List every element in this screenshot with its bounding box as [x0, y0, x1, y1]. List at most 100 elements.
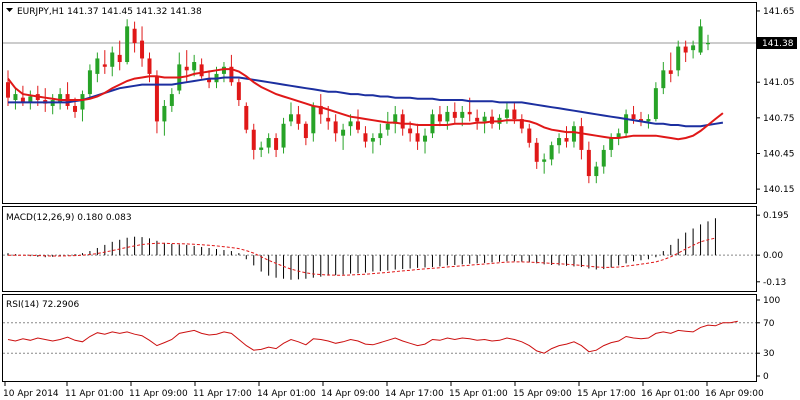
candle-body — [95, 58, 100, 74]
macd-tick-label: 0.00 — [763, 251, 783, 261]
candle-body — [631, 114, 636, 120]
candle-body — [460, 111, 465, 118]
candle-body — [356, 121, 360, 130]
candle-body — [125, 26, 130, 63]
candle-body — [132, 28, 137, 44]
price-tick-label: 140.15 — [763, 185, 795, 195]
candle-body — [490, 116, 495, 124]
price-plot — [3, 19, 756, 184]
candle-body — [251, 129, 256, 150]
candle-body — [169, 94, 174, 106]
time-tick-label: 11 Apr 17:00 — [193, 389, 252, 399]
rsi-tick-label: 0 — [763, 372, 769, 382]
candle-body — [400, 114, 405, 129]
candle-body — [154, 76, 159, 122]
candle-body — [683, 46, 688, 53]
candle-body — [370, 138, 375, 142]
candle-body — [385, 123, 390, 130]
candle-body — [512, 109, 517, 120]
candle-body — [236, 82, 241, 101]
candle-body — [586, 149, 591, 177]
time-tick-label: 11 Apr 01:00 — [65, 389, 124, 399]
rsi-panel-frame — [2, 294, 757, 382]
time-tick-label: 11 Apr 09:00 — [129, 389, 188, 399]
time-tick-label: 15 Apr 09:00 — [513, 389, 572, 399]
candle-body — [482, 116, 487, 122]
candle-body — [527, 128, 532, 143]
current-price-label: 141.38 — [762, 39, 794, 49]
candle-body — [184, 66, 189, 71]
rsi-line — [7, 320, 738, 354]
candle-body — [571, 126, 576, 142]
collapse-triangle-icon[interactable] — [6, 8, 13, 12]
candle-body — [296, 114, 301, 124]
candle-body — [504, 109, 509, 118]
time-tick-label: 14 Apr 09:00 — [321, 389, 380, 399]
candle-body — [423, 135, 428, 142]
candle-body — [393, 114, 398, 124]
candle-body — [311, 105, 316, 134]
candle-body — [676, 46, 681, 71]
candle-body — [542, 159, 547, 162]
candle-body — [348, 121, 353, 127]
candle-body — [445, 111, 450, 122]
time-tick-label: 15 Apr 17:00 — [577, 389, 636, 399]
candle-body — [624, 114, 629, 134]
current-price-box — [757, 37, 797, 50]
candle-body — [288, 114, 293, 122]
candle-body — [140, 40, 145, 59]
candle-body — [281, 123, 286, 148]
candle-body — [199, 64, 204, 77]
candle-body — [192, 62, 197, 71]
candle-body — [13, 94, 18, 101]
time-tick-label: 14 Apr 17:00 — [385, 389, 444, 399]
candle-body — [117, 54, 122, 63]
candle-body — [110, 52, 115, 67]
moving-average-slow — [8, 76, 724, 128]
candle-body — [616, 133, 621, 139]
candle-body — [706, 43, 710, 45]
rsi-tick-label: 30 — [763, 349, 775, 359]
candle-body — [437, 114, 442, 122]
candle-body — [20, 97, 25, 103]
candle-body — [326, 117, 331, 122]
price-tick-label: 140.45 — [763, 149, 795, 159]
candle-body — [221, 66, 226, 74]
time-tick-label: 10 Apr 2014 — [3, 389, 59, 399]
candle-body — [244, 105, 249, 130]
rsi-label: RSI(14) 72.2906 — [6, 300, 79, 310]
time-tick-label: 14 Apr 01:00 — [257, 389, 316, 399]
price-tick-label: 141.05 — [763, 78, 795, 88]
candle-body — [73, 105, 78, 112]
symbol-header: EURJPY,H1 141.37 141.45 141.32 141.38 — [17, 7, 202, 17]
candle-body — [80, 94, 85, 110]
macd-label: MACD(12,26,9) 0.180 0.083 — [6, 213, 132, 223]
rsi-plot — [3, 320, 756, 354]
candle-body — [564, 138, 569, 142]
price-panel-frame — [2, 2, 757, 204]
candle-body — [638, 119, 643, 122]
price-tick-label: 140.75 — [763, 114, 795, 124]
candle-body — [557, 138, 562, 146]
candle-body — [467, 111, 472, 115]
candle-body — [28, 96, 33, 103]
candle-body — [668, 70, 673, 74]
candle-body — [475, 117, 480, 122]
price-tick-label: 141.65 — [763, 7, 795, 17]
macd-plot — [3, 218, 756, 280]
candle-body — [579, 126, 584, 150]
candle-body — [229, 66, 234, 83]
candle-body — [147, 58, 152, 74]
candle-body — [452, 111, 457, 118]
candle-body — [162, 105, 167, 122]
macd-signal-line — [8, 237, 716, 276]
candle-body — [691, 45, 696, 51]
candle-body — [601, 149, 606, 167]
time-tick-label: 15 Apr 01:00 — [449, 389, 508, 399]
candle-body — [303, 123, 308, 139]
candle-body — [646, 119, 651, 122]
candle-body — [363, 133, 368, 142]
rsi-tick-label: 100 — [763, 296, 780, 306]
